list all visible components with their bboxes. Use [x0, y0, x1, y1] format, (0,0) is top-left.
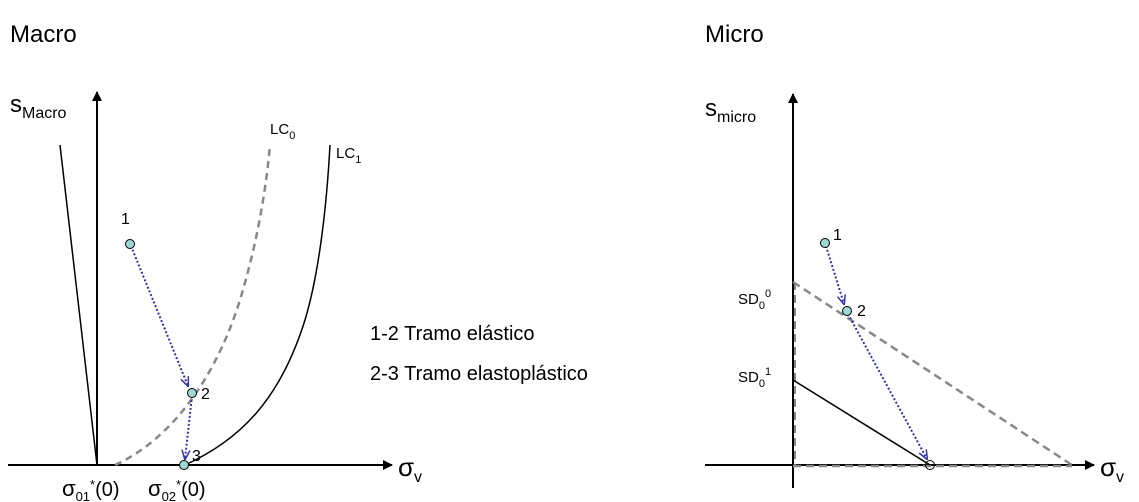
x-axis-label: σv: [1100, 452, 1124, 486]
path-arrow: [130, 245, 188, 386]
curve-label: LC1: [336, 145, 361, 166]
path-arrow: [825, 245, 844, 304]
state-point: [842, 306, 852, 316]
sd0-line: [792, 280, 1073, 467]
legend-text: 2-3 Tramo elastoplástico: [370, 363, 588, 385]
y-axis-label: smicro: [705, 95, 756, 126]
state-point: [187, 388, 197, 398]
point-label: 1: [121, 211, 130, 228]
x-label: σ02*(0): [148, 476, 206, 502]
panel-title: Macro: [10, 21, 77, 48]
point-label: 2: [857, 303, 866, 320]
y-label: SD01: [738, 366, 771, 390]
y-label: SD00: [738, 288, 771, 312]
state-point: [179, 460, 189, 470]
state-point: [820, 238, 830, 248]
lc1-curve: [184, 144, 331, 466]
curve-label: LC0: [270, 121, 295, 142]
sd1-line: [792, 379, 931, 466]
point-label: 2: [201, 386, 210, 403]
panel-title: Micro: [705, 21, 764, 48]
path-arrow: [185, 395, 193, 459]
path-arrow: [847, 313, 927, 459]
point-label: 3: [192, 448, 201, 465]
state-point: [925, 460, 935, 470]
point-label: 1: [833, 227, 842, 244]
x-axis-label: σv: [398, 452, 422, 486]
legend-text: 1-2 Tramo elástico: [370, 323, 535, 345]
y-axis-label: sMacro: [10, 91, 67, 122]
x-label: σ01*(0): [62, 476, 120, 502]
lc0-curve: [114, 144, 272, 467]
state-point: [125, 239, 135, 249]
line: [59, 144, 98, 466]
